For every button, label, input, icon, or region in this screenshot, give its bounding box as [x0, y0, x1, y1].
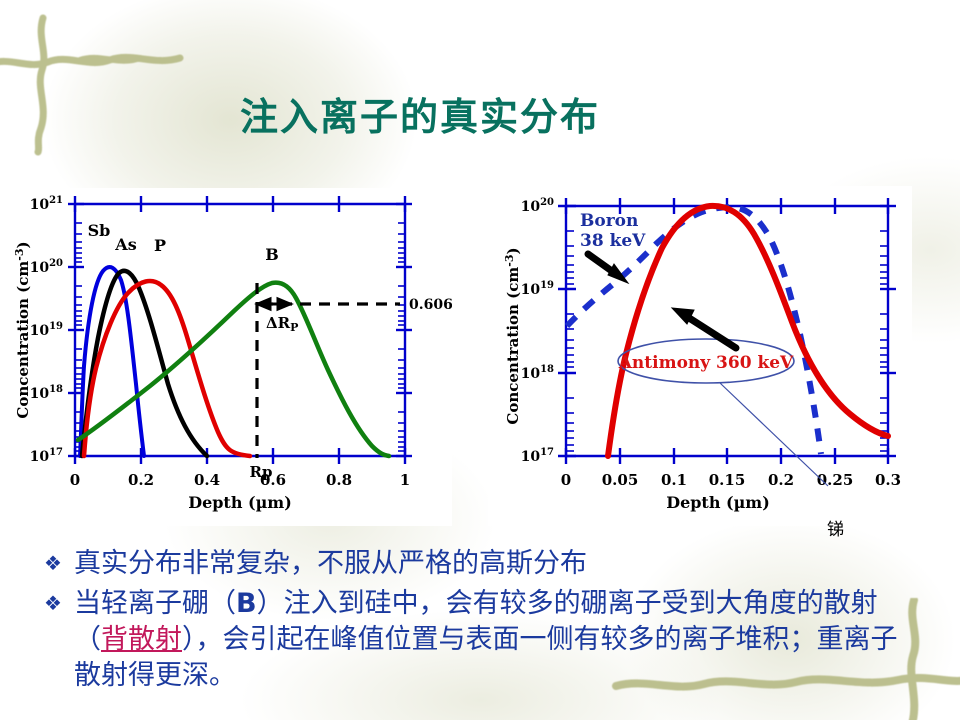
antimony-arrow: [670, 307, 740, 352]
chart-left-implant-profiles: 1017 1018 1019 1020 1021 0 0.2 0.4 0.6 0…: [0, 188, 452, 526]
cp-value-label: 0.606 Cp: [409, 297, 452, 315]
chart-right-x-ticks: [564, 198, 890, 464]
svg-text:0.2: 0.2: [128, 471, 154, 489]
svg-text:0.4: 0.4: [194, 471, 220, 489]
svg-text:0: 0: [70, 471, 80, 489]
curve-as: [79, 268, 210, 459]
chart-left-x-ticklabels: 0 0.2 0.4 0.6 0.8 1: [70, 471, 410, 489]
chart-right-boron-antimony: 1017 1018 1019 1020 0 0.05 0.1 0.15 0.2 …: [488, 186, 912, 526]
chart-left-xlabel: Depth (µm): [188, 493, 292, 512]
svg-text:0.2: 0.2: [768, 471, 794, 489]
svg-text:0.3: 0.3: [875, 471, 901, 489]
page-title: 注入离子的真实分布: [240, 94, 601, 139]
bullet-2-seg-backscatter-highlight: 背散射: [101, 624, 182, 655]
antimony-callout-ellipse: [617, 338, 795, 384]
brush-cross-decoration-top-left: [0, 12, 198, 162]
svg-text:0.15: 0.15: [709, 471, 746, 489]
bullet-2-seg-boron-symbol: B: [236, 588, 257, 619]
bullet-1-text: 真实分布非常复杂，不服从严格的高斯分布: [74, 546, 587, 582]
bullet-diamond-icon: ❖: [44, 593, 62, 615]
bullet-2-seg-4: ），会引起在峰值位置与表面一侧有较多的离子堆积；重离子散射得更深。: [74, 624, 898, 691]
chart-right-xlabel: Depth (µm): [666, 493, 770, 512]
antimony-label: Antimony 360 keV: [618, 353, 794, 373]
bullet-2-text: 当轻离子硼（B）注入到硅中，会有较多的硼离子受到大角度的散射（背散射），会引起在…: [74, 586, 924, 694]
bullet-diamond-icon: ❖: [44, 553, 62, 575]
chart-right-ylabel: Concentration (cm-3): [503, 247, 522, 424]
boron-label-line1: Boron: [580, 211, 638, 231]
curve-antimony: [605, 202, 891, 459]
curve-label-as: As: [114, 235, 136, 254]
svg-text:0.8: 0.8: [326, 471, 352, 489]
chart-left-ylabel: Concentration (cm-3): [13, 241, 32, 418]
chart-left-x-ticks: [73, 196, 407, 464]
chart-right-y-minor-ticks: [566, 230, 888, 452]
chart-left-svg: 1017 1018 1019 1020 1021 0 0.2 0.4 0.6 0…: [0, 188, 452, 526]
svg-text:0.1: 0.1: [661, 471, 687, 489]
rp-label: Rp: [250, 463, 273, 481]
bullet-list: ❖ 真实分布非常复杂，不服从严格的高斯分布 ❖ 当轻离子硼（B）注入到硅中，会有…: [44, 546, 924, 698]
boron-arrow: [584, 250, 630, 285]
antimony-chinese-label: 锑: [827, 520, 844, 540]
bullet-1-seg-0: 真实分布非常复杂，不服从严格的高斯分布: [74, 548, 587, 579]
boron-label-line2: 38 keV: [580, 231, 646, 251]
curve-b: [75, 280, 392, 459]
brush-cross-decoration-bottom-right: [612, 598, 960, 720]
list-item: ❖ 当轻离子硼（B）注入到硅中，会有较多的硼离子受到大角度的散射（背散射），会引…: [44, 586, 924, 694]
delta-rp-arrow: [254, 296, 294, 312]
bullet-2-seg-2: ）注入到硅中，会有较多的硼离子受到大角度的散射（: [74, 588, 878, 655]
curve-sb: [78, 265, 146, 458]
svg-text:1: 1: [400, 471, 410, 489]
svg-text:0: 0: [561, 471, 571, 489]
list-item: ❖ 真实分布非常复杂，不服从严格的高斯分布: [44, 546, 924, 582]
chart-right-svg: 1017 1018 1019 1020 0 0.05 0.1 0.15 0.2 …: [488, 186, 912, 526]
svg-text:0.05: 0.05: [602, 471, 639, 489]
curve-label-sb: Sb: [88, 221, 111, 240]
bullet-2-seg-0: 当轻离子硼（: [74, 588, 236, 619]
svg-text:0.6: 0.6: [260, 471, 286, 489]
antimony-leader-line: [719, 382, 829, 487]
curve-label-b: B: [265, 245, 279, 264]
curve-p: [81, 278, 253, 459]
curve-label-p: P: [154, 236, 166, 255]
chart-right-x-ticklabels: 0 0.05 0.1 0.15 0.2 0.25 0.3: [561, 471, 901, 489]
